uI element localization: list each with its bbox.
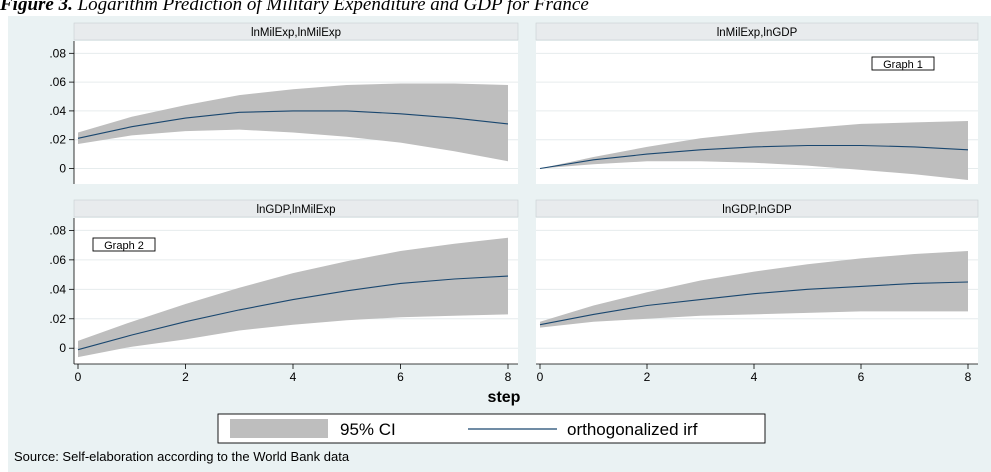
x-tick-label: 0 <box>75 370 82 384</box>
figure-caption-text: Logarithm Prediction of Military Expendi… <box>77 0 589 15</box>
ci-band <box>78 237 508 358</box>
panel-header <box>535 22 979 41</box>
x-tick-label: 4 <box>751 370 758 384</box>
graph-annotation-label: Graph 1 <box>883 59 923 71</box>
y-tick-label: .08 <box>49 223 66 237</box>
panel-title: lnMilExp,lnMilExp <box>251 27 341 39</box>
x-tick-label: 8 <box>505 370 512 384</box>
x-tick-label: 0 <box>537 370 544 384</box>
figure-caption-label: Figure 3. <box>0 0 73 15</box>
irf-line <box>77 275 509 351</box>
y-tick-label: .04 <box>49 282 66 296</box>
y-tick-label: .06 <box>49 253 66 267</box>
panel-title: lnGDP,lnGDP <box>722 204 792 216</box>
x-tick-label: 6 <box>858 370 865 384</box>
graph-annotation-box <box>92 237 156 252</box>
y-tick-label: .04 <box>49 104 66 118</box>
y-tick-label: .02 <box>49 312 66 326</box>
panel-title: lnMilExp,lnGDP <box>717 27 798 39</box>
legend-ci-label: 95% CI <box>340 420 396 439</box>
ci-band <box>540 251 968 328</box>
x-tick-label: 2 <box>644 370 651 384</box>
irf-line <box>77 110 509 139</box>
source-note: Source: Self-elaboration according to th… <box>14 449 350 464</box>
panel-header <box>535 199 979 218</box>
x-axis-label: step <box>488 389 521 406</box>
x-tick-label: 4 <box>290 370 297 384</box>
irf-line <box>539 281 969 326</box>
panel-header <box>73 22 519 41</box>
y-tick-label: 0 <box>59 161 66 175</box>
x-tick-label: 2 <box>182 370 189 384</box>
panel-header <box>73 199 519 218</box>
panel-title: lnGDP,lnMilExp <box>256 204 335 216</box>
graph-annotation-box <box>871 56 935 71</box>
legend-ci-swatch <box>230 419 328 438</box>
x-tick-label: 6 <box>397 370 404 384</box>
irf-line <box>539 144 969 170</box>
y-tick-label: .06 <box>49 75 66 89</box>
legend-irf-label: orthogonalized irf <box>567 420 698 439</box>
ci-band <box>540 121 968 180</box>
y-tick-label: .02 <box>49 133 66 147</box>
ci-band <box>78 83 508 162</box>
x-tick-label: 8 <box>965 370 972 384</box>
graph-annotation-label: Graph 2 <box>104 240 144 252</box>
figure-caption: Figure 3. Logarithm Prediction of Milita… <box>0 0 991 16</box>
y-tick-label: .08 <box>49 46 66 60</box>
y-tick-label: 0 <box>59 341 66 355</box>
